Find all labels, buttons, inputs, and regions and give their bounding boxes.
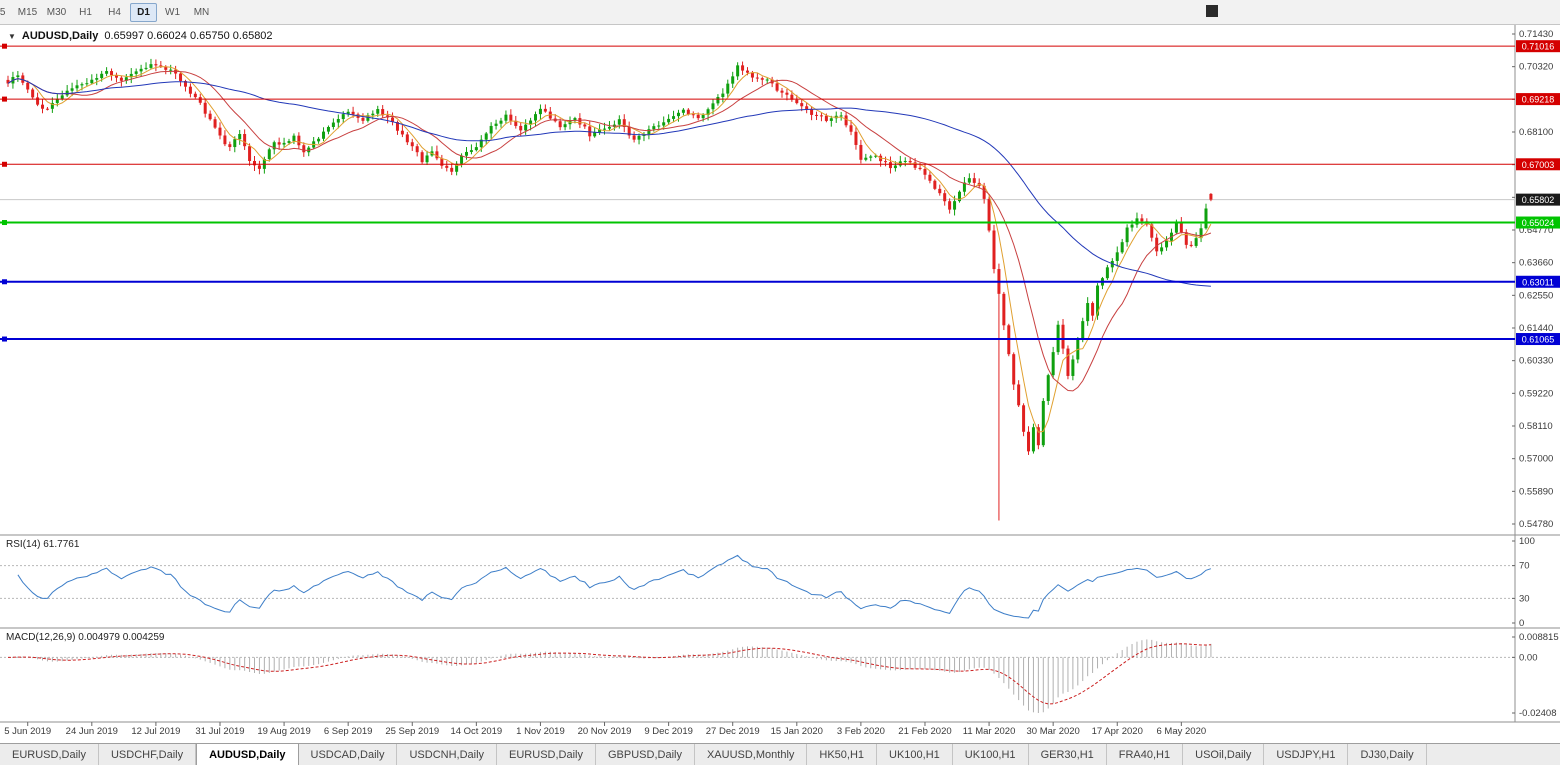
svg-text:0: 0 <box>1519 618 1524 629</box>
chart-symbol-label: AUDUSD,Daily <box>21 30 99 42</box>
svg-text:0.58110: 0.58110 <box>1519 421 1553 432</box>
svg-text:0.59220: 0.59220 <box>1519 388 1553 399</box>
timeframe-button-h1[interactable]: H1 <box>79 6 92 18</box>
svg-text:25 Sep 2019: 25 Sep 2019 <box>385 726 439 737</box>
svg-text:0.008815: 0.008815 <box>1519 632 1559 643</box>
chart-tab-usdchf-daily[interactable]: USDCHF,Daily <box>98 744 197 765</box>
svg-text:31 Jul 2019: 31 Jul 2019 <box>195 726 244 737</box>
svg-text:0.67003: 0.67003 <box>1522 160 1555 170</box>
svg-text:0.71430: 0.71430 <box>1519 29 1553 40</box>
svg-text:30: 30 <box>1519 593 1530 604</box>
svg-text:-0.02408: -0.02408 <box>1519 708 1557 719</box>
svg-text:19 Aug 2019: 19 Aug 2019 <box>257 726 310 737</box>
svg-text:0.69218: 0.69218 <box>1522 95 1555 105</box>
svg-text:27 Dec 2019: 27 Dec 2019 <box>706 726 760 737</box>
chart-tab-usdcad-daily[interactable]: USDCAD,Daily <box>298 744 398 765</box>
current-price-marker: 0.65802 <box>0 193 1560 206</box>
svg-text:17 Apr 2020: 17 Apr 2020 <box>1092 726 1143 737</box>
svg-text:0.61065: 0.61065 <box>1522 335 1555 345</box>
svg-text:0.60330: 0.60330 <box>1519 356 1553 367</box>
timeframe-button-m5[interactable]: M5 <box>0 6 6 18</box>
macd-signal-line <box>7 643 1211 705</box>
svg-text:0.00: 0.00 <box>1519 652 1538 663</box>
macd-indicator-label: MACD(12,26,9) 0.004979 0.004259 <box>6 632 165 643</box>
svg-text:0.71016: 0.71016 <box>1522 42 1555 52</box>
timeframe-button-w1[interactable]: W1 <box>165 6 180 18</box>
svg-text:0.70320: 0.70320 <box>1519 62 1553 73</box>
ma-slow-line <box>7 78 1211 287</box>
svg-text:0.57000: 0.57000 <box>1519 454 1553 465</box>
chart-shift-marker[interactable] <box>1206 5 1218 17</box>
candlestick-series <box>6 58 1213 521</box>
svg-text:9 Dec 2019: 9 Dec 2019 <box>644 726 693 737</box>
chart-ohlc-values: 0.65997 0.66024 0.65750 0.65802 <box>104 30 273 42</box>
macd-histogram <box>12 639 1212 713</box>
chart-tab-eurusd-daily[interactable]: EURUSD,Daily <box>0 744 99 765</box>
chart-tab-xauusd-monthly[interactable]: XAUUSD,Monthly <box>694 744 808 765</box>
svg-text:0.63011: 0.63011 <box>1522 277 1554 287</box>
chart-tabs: EURUSD,Daily USDCHF,Daily AUDUSD,Daily USDC… <box>0 743 1560 765</box>
chart-tab-usdjpy-h1[interactable]: USDJPY,H1 <box>1264 744 1349 765</box>
timeframe-button-m30[interactable]: M30 <box>46 6 67 18</box>
svg-text:0.63660: 0.63660 <box>1519 258 1553 269</box>
timeframe-button-mn[interactable]: MN <box>193 6 210 18</box>
svg-text:0.61440: 0.61440 <box>1519 323 1553 334</box>
ma-medium-line <box>7 70 1212 392</box>
chart-tab-gbpusd-daily[interactable]: GBPUSD,Daily <box>596 744 695 765</box>
svg-text:70: 70 <box>1519 561 1530 572</box>
svg-text:14 Oct 2019: 14 Oct 2019 <box>450 726 502 737</box>
chart-tab-eurusd-daily[interactable]: EURUSD,Daily <box>497 744 596 765</box>
horizontal-level-lines: 0.71016 0.69218 0.67003 0.65024 0.63011 0.610… <box>0 40 1560 346</box>
svg-text:0.62550: 0.62550 <box>1519 290 1553 301</box>
svg-text:0.68100: 0.68100 <box>1519 127 1553 138</box>
svg-text:21 Feb 2020: 21 Feb 2020 <box>898 726 951 737</box>
svg-text:0.65024: 0.65024 <box>1522 218 1555 228</box>
svg-text:11 Mar 2020: 11 Mar 2020 <box>963 726 1016 737</box>
timeframe-button-h4[interactable]: H4 <box>108 6 121 18</box>
svg-text:24 Jun 2019: 24 Jun 2019 <box>66 726 118 737</box>
rsi-axis[interactable]: 100 70 30 0 <box>1512 536 1535 629</box>
svg-text:12 Jul 2019: 12 Jul 2019 <box>131 726 180 737</box>
timeframe-button-d1[interactable]: D1 <box>130 2 157 22</box>
svg-text:0.65802: 0.65802 <box>1522 195 1555 205</box>
svg-text:100: 100 <box>1519 536 1535 547</box>
chart-header: ▼ AUDUSD,Daily 0.65997 0.66024 0.65750 0… <box>8 30 273 42</box>
svg-text:1 Nov 2019: 1 Nov 2019 <box>516 726 565 737</box>
symbol-dropdown-icon[interactable]: ▼ <box>8 31 16 41</box>
svg-text:3 Feb 2020: 3 Feb 2020 <box>837 726 885 737</box>
chart-tab-ger30-h1[interactable]: GER30,H1 <box>1028 744 1107 765</box>
svg-text:5 Jun 2019: 5 Jun 2019 <box>4 726 51 737</box>
timeframe-button-m15[interactable]: M15 <box>17 6 38 18</box>
svg-text:30 Mar 2020: 30 Mar 2020 <box>1026 726 1079 737</box>
svg-text:0.54780: 0.54780 <box>1519 519 1553 530</box>
chart-tab-usdcnh-daily[interactable]: USDCNH,Daily <box>397 744 498 765</box>
svg-text:6 May 2020: 6 May 2020 <box>1157 726 1207 737</box>
chart-tab-dj30-daily[interactable]: DJ30,Daily <box>1348 744 1427 765</box>
svg-text:15 Jan 2020: 15 Jan 2020 <box>771 726 823 737</box>
rsi-pane <box>0 554 1515 619</box>
pane-separators[interactable] <box>0 25 1560 723</box>
chart-tab-fra40-h1[interactable]: FRA40,H1 <box>1106 744 1184 765</box>
svg-text:0.55890: 0.55890 <box>1519 486 1553 497</box>
time-axis[interactable]: 5 Jun 2019 24 Jun 2019 12 Jul 2019 31 Jul 2… <box>4 722 1206 737</box>
svg-text:20 Nov 2019: 20 Nov 2019 <box>578 726 632 737</box>
chart-tab-uk100-h1[interactable]: UK100,H1 <box>952 744 1029 765</box>
timeframe-toolbar: M5 M15 M30 H1 H4 D1 W1 MN <box>0 0 1560 25</box>
svg-text:0.64770: 0.64770 <box>1519 225 1553 236</box>
chart-tab-hk50-h1[interactable]: HK50,H1 <box>807 744 878 765</box>
chart-tab-usoil-daily[interactable]: USOil,Daily <box>1183 744 1265 765</box>
chart-tab-uk100-h1[interactable]: UK100,H1 <box>877 744 953 765</box>
svg-text:6 Sep 2019: 6 Sep 2019 <box>324 726 373 737</box>
rsi-indicator-label: RSI(14) 61.7761 <box>6 539 80 550</box>
rsi-line <box>17 554 1212 619</box>
price-axis[interactable]: 0.54780 0.55890 0.57000 0.58110 0.59220 0.603… <box>1512 29 1553 530</box>
macd-axis[interactable]: 0.008815 0.00 -0.02408 <box>1512 632 1559 719</box>
ma-fast-line <box>7 66 1212 433</box>
chart-tab-audusd-daily[interactable]: AUDUSD,Daily <box>196 744 299 765</box>
